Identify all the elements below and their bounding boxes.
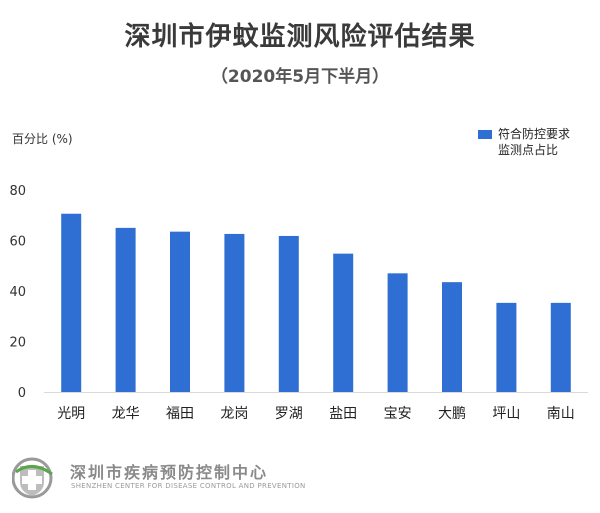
x-tick-label: 罗湖 — [275, 406, 303, 422]
y-tick-label: 20 — [9, 336, 26, 351]
cdc-logo-icon — [12, 457, 53, 499]
bar — [115, 227, 136, 392]
legend-swatch — [478, 130, 492, 139]
x-tick-label: 龙华 — [112, 406, 140, 422]
bar — [61, 213, 82, 392]
y-tick-label: 80 — [9, 184, 26, 199]
bar — [550, 302, 571, 392]
bar — [442, 282, 462, 392]
x-tick-label: 龙岗 — [220, 406, 248, 422]
y-tick-label: 40 — [9, 285, 26, 300]
y-tick-label: 0 — [18, 386, 26, 401]
org-name-en: SHENZHEN CENTER FOR DISEASE CONTROL AND … — [71, 482, 306, 490]
legend-label: 符合防控要求 监测点占比 — [498, 126, 570, 158]
legend: 符合防控要求 监测点占比 — [478, 126, 570, 158]
bar — [387, 273, 408, 392]
x-tick-label: 南山 — [547, 406, 575, 422]
x-tick-label: 福田 — [166, 406, 194, 422]
x-tick-label: 光明 — [57, 406, 85, 422]
bar — [278, 235, 299, 392]
y-axis-label: 百分比 (%) — [12, 132, 73, 146]
y-tick-label: 60 — [9, 235, 26, 250]
x-tick-label: 宝安 — [384, 406, 412, 422]
org-name: 深圳市疾病预防控制中心 — [70, 463, 269, 482]
bar — [224, 233, 245, 392]
bar — [170, 231, 190, 392]
bar — [496, 302, 517, 392]
legend-label-line1: 符合防控要求 — [498, 127, 571, 141]
chart-subtitle: （2020年5月下半月） — [210, 67, 390, 87]
x-tick-label: 坪山 — [492, 406, 520, 422]
chart-title: 深圳市伊蚊监测风险评估结果 — [124, 22, 476, 52]
x-tick-label: 盐田 — [329, 406, 357, 422]
legend-label-line2: 监测点占比 — [498, 143, 559, 157]
bar — [333, 253, 354, 392]
x-tick-label: 大鹏 — [438, 406, 466, 422]
